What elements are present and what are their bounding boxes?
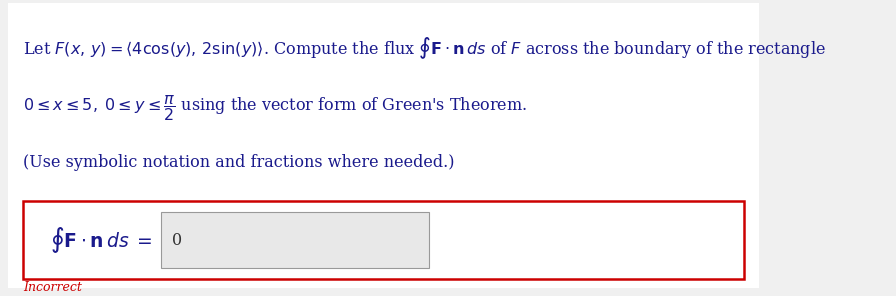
FancyBboxPatch shape bbox=[8, 3, 759, 288]
Text: $0 \leq x \leq 5,\; 0 \leq y \leq \dfrac{\pi}{2}$ using the vector form of Green: $0 \leq x \leq 5,\; 0 \leq y \leq \dfrac… bbox=[23, 93, 527, 123]
Text: $\oint \mathbf{F} \cdot \mathbf{n}\,ds\; =$: $\oint \mathbf{F} \cdot \mathbf{n}\,ds\;… bbox=[50, 225, 152, 255]
Text: Let $\mathit{F}(x,\, y) = \langle 4\cos(y),\, 2\sin(y)\rangle$. Compute the flux: Let $\mathit{F}(x,\, y) = \langle 4\cos(… bbox=[23, 35, 826, 61]
Text: Incorrect: Incorrect bbox=[23, 281, 82, 294]
Text: 0: 0 bbox=[173, 231, 183, 249]
FancyBboxPatch shape bbox=[23, 201, 744, 279]
Text: (Use symbolic notation and fractions where needed.): (Use symbolic notation and fractions whe… bbox=[23, 154, 454, 171]
FancyBboxPatch shape bbox=[161, 213, 429, 268]
